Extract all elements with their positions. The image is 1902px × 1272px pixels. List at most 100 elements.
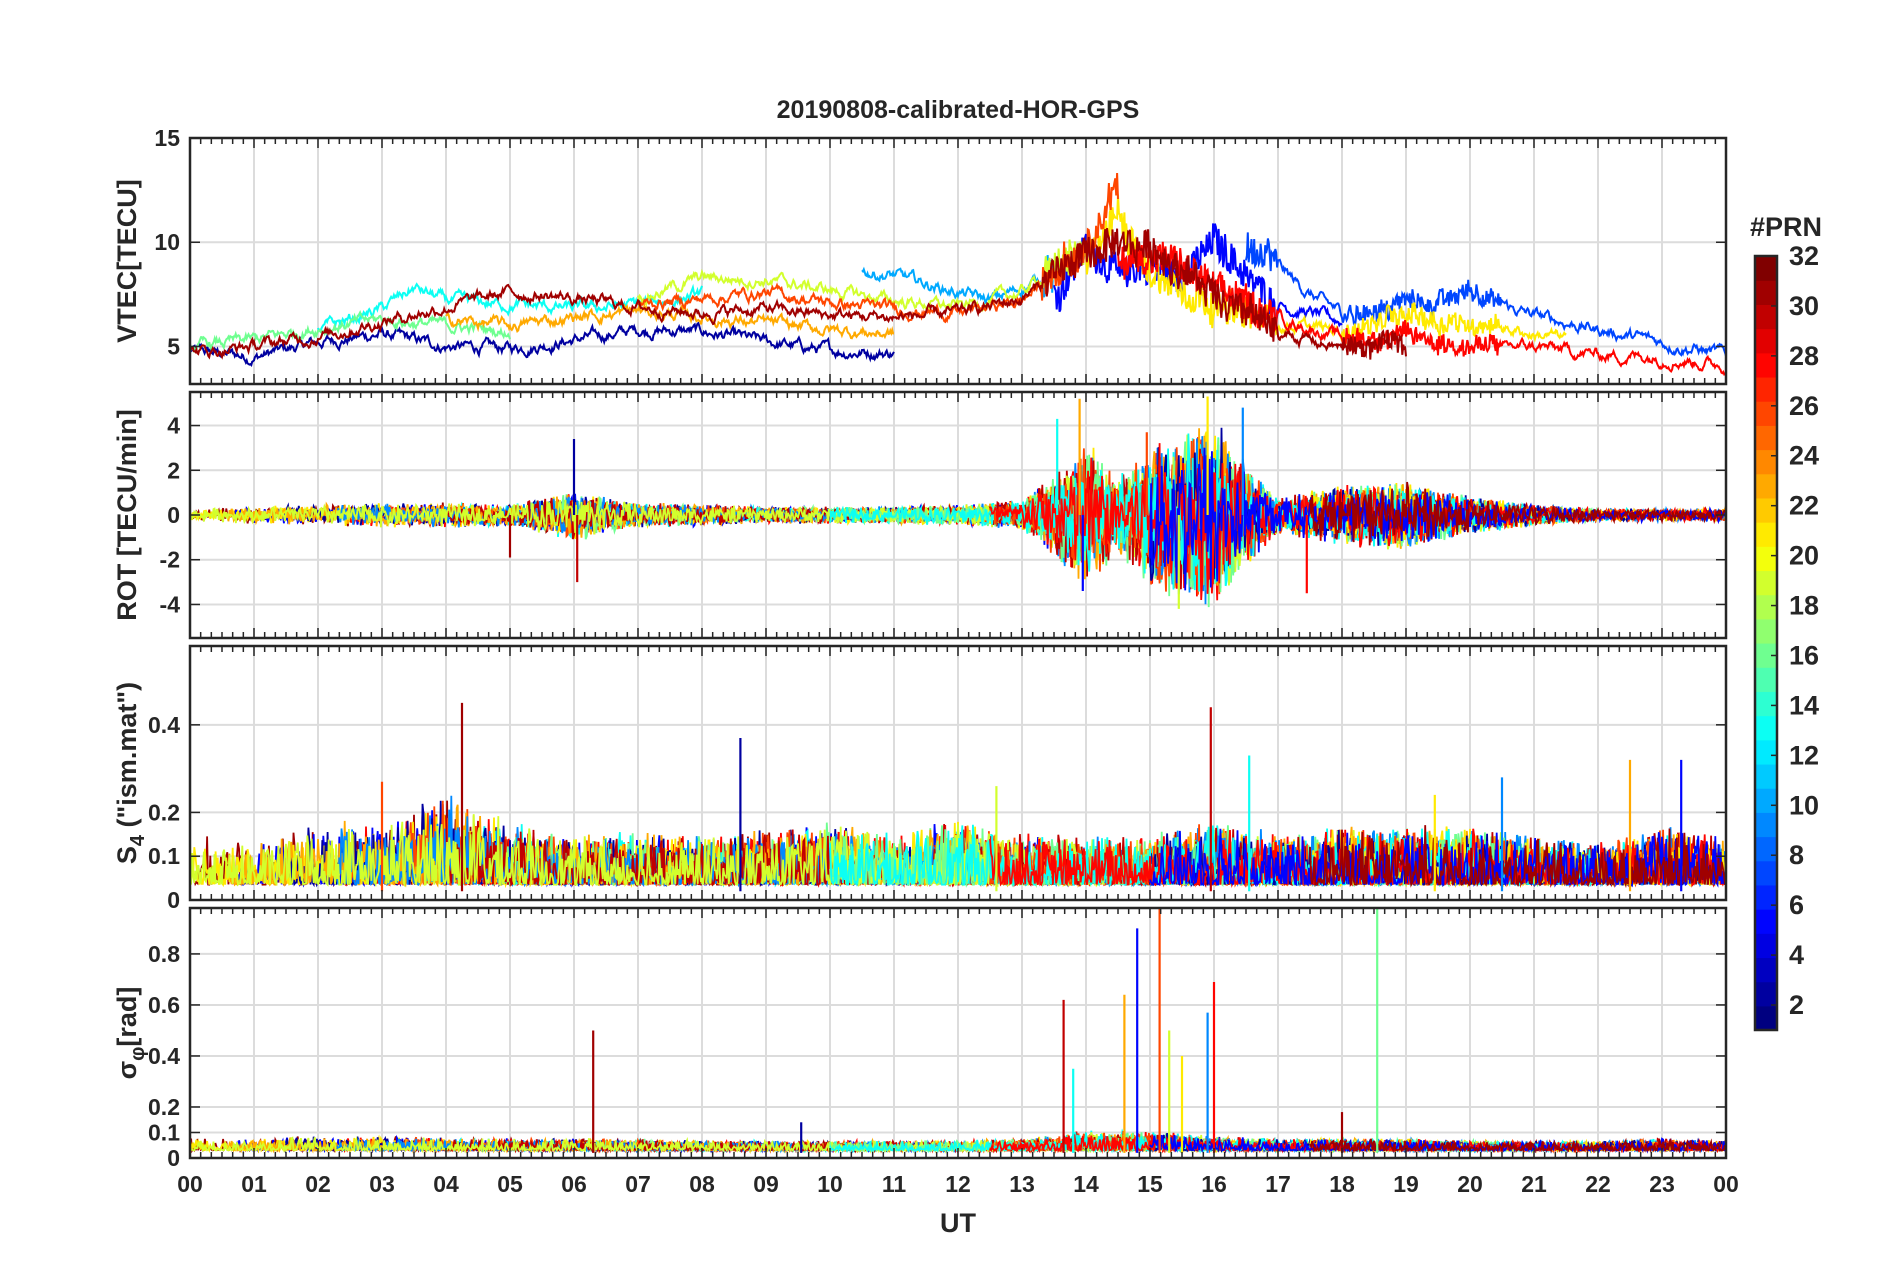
colorbar-frame — [1753, 254, 1779, 1032]
x-tick-label: 00 — [177, 1171, 203, 1197]
x-tick-label: 10 — [817, 1171, 843, 1197]
x-tick-label: 16 — [1201, 1171, 1227, 1197]
x-tick-label: 01 — [241, 1171, 267, 1197]
colorbar-step — [1755, 425, 1777, 451]
panel-vtec: 5 10 15 VTEC[TECU] — [112, 125, 1728, 386]
colorbar-tick-label: 4 — [1789, 940, 1804, 970]
x-tick-label: 15 — [1137, 1171, 1163, 1197]
colorbar-step — [1755, 449, 1777, 475]
chart-title: 20190808-calibrated-HOR-GPS — [777, 96, 1140, 124]
colorbar-step — [1755, 909, 1777, 934]
colorbar-tick-label: 20 — [1789, 541, 1819, 571]
colorbar-step — [1755, 763, 1777, 789]
y-axis-label-rot: ROT [TECU/min] — [112, 409, 142, 620]
colorbar-step — [1755, 304, 1777, 330]
colorbar-step — [1755, 280, 1777, 305]
y-tick-label: 4 — [167, 413, 180, 439]
panel-data-rot — [190, 396, 1726, 609]
vtec-series-prn-2 — [190, 321, 895, 368]
s4-series-b-prn-31 — [1309, 825, 1726, 889]
y-tick-label: 0.8 — [148, 941, 180, 967]
y-tick-label: 0.6 — [148, 992, 180, 1018]
x-tick-label: 13 — [1009, 1171, 1035, 1197]
colorbar-step — [1755, 739, 1777, 765]
x-tick-label: 21 — [1521, 1171, 1547, 1197]
y-tick-label: 2 — [167, 457, 180, 483]
colorbar-step — [1755, 570, 1777, 596]
y-tick-label: 0.1 — [148, 1119, 180, 1145]
y-tick-label: 0 — [167, 887, 180, 913]
x-tick-label: 06 — [561, 1171, 587, 1197]
colorbar-tick-label: 16 — [1789, 640, 1819, 670]
x-tick-label: 20 — [1457, 1171, 1483, 1197]
vtec-series-prn-5 — [1053, 223, 1343, 328]
sigma-series-b-prn-31 — [1309, 1137, 1726, 1154]
colorbar-step — [1755, 691, 1777, 717]
colorbar-step — [1755, 473, 1777, 499]
x-tick-label: 12 — [945, 1171, 971, 1197]
x-tick-label: 19 — [1393, 1171, 1419, 1197]
panel-data-vtec — [190, 172, 1726, 376]
panel-data-sigma — [190, 908, 1726, 1154]
panel-s4: 00.10.20.4S4 ("ism.mat") — [112, 644, 1728, 913]
y-tick-label: 0 — [167, 502, 180, 528]
colorbar-tick-label: 28 — [1789, 341, 1819, 371]
panel-rot: -4 -2 0 2 4 ROT [TECU/min] — [112, 390, 1728, 640]
rot-series-b-prn-31 — [1309, 481, 1726, 546]
x-tick-label: 14 — [1073, 1171, 1099, 1197]
colorbar-step — [1755, 546, 1777, 572]
y-tick-label: 0.2 — [148, 1094, 180, 1120]
colorbar-step — [1755, 497, 1777, 523]
colorbar-tick-label: 2 — [1789, 990, 1804, 1020]
colorbar-step — [1755, 1005, 1777, 1031]
x-tick-label: 23 — [1649, 1171, 1675, 1197]
colorbar-step — [1755, 667, 1777, 692]
vtec-series-prn-31 — [190, 227, 1407, 360]
colorbar-title: #PRN — [1750, 212, 1822, 242]
x-tick-label: 18 — [1329, 1171, 1355, 1197]
sigma-series-b-prn-5 — [1149, 1134, 1726, 1154]
x-tick-label: 00 — [1713, 1171, 1739, 1197]
colorbar-step — [1755, 957, 1777, 983]
y-tick-label: 5 — [167, 333, 180, 359]
y-tick-label: 0.4 — [148, 712, 180, 738]
x-tick-label: 03 — [369, 1171, 395, 1197]
colorbar-step — [1755, 812, 1777, 838]
colorbar-step — [1755, 618, 1777, 644]
y-axis-label-rest: ("ism.mat") — [112, 682, 142, 835]
colorbar-step — [1755, 860, 1777, 886]
vtec-series-prn-21 — [1085, 194, 1567, 346]
x-tick-label: 22 — [1585, 1171, 1611, 1197]
colorbar-step — [1755, 401, 1777, 426]
colorbar-step — [1755, 981, 1777, 1007]
y-axis-label-rest: [rad] — [112, 987, 142, 1047]
s4-series-prn-19 — [190, 814, 1023, 888]
x-tick-label: 04 — [433, 1171, 459, 1197]
y-tick-label: 0 — [167, 1145, 180, 1171]
colorbar-step — [1755, 352, 1777, 378]
y-tick-label: 15 — [154, 125, 180, 151]
y-axis-label-sub: φ — [127, 1047, 149, 1061]
colorbar-step — [1755, 376, 1777, 402]
vtec-series-prn-28 — [1117, 240, 1726, 376]
y-tick-label: 0.4 — [148, 1043, 180, 1069]
colorbar-step — [1755, 884, 1777, 910]
x-tick-label: 05 — [497, 1171, 523, 1197]
x-tick-label: 02 — [305, 1171, 331, 1197]
x-tick-label: 11 — [882, 1171, 907, 1197]
y-tick-label: 10 — [154, 229, 180, 255]
y-axis-label-base: σ — [112, 1061, 142, 1079]
colorbar-tick-label: 26 — [1789, 391, 1819, 421]
y-axis-label-s4: S4 ("ism.mat") — [112, 682, 149, 864]
x-tick-label: 08 — [689, 1171, 715, 1197]
vtec-series-prn-19 — [637, 239, 1087, 313]
y-tick-label: -4 — [160, 591, 181, 617]
colorbar-tick-label: 32 — [1789, 241, 1819, 271]
colorbar-tick-label: 6 — [1789, 890, 1804, 920]
y-tick-label: 0.1 — [148, 843, 180, 869]
colorbar-step — [1755, 594, 1777, 620]
colorbar-tick-label: 8 — [1789, 840, 1804, 870]
colorbar-tick-label: 18 — [1789, 591, 1819, 621]
